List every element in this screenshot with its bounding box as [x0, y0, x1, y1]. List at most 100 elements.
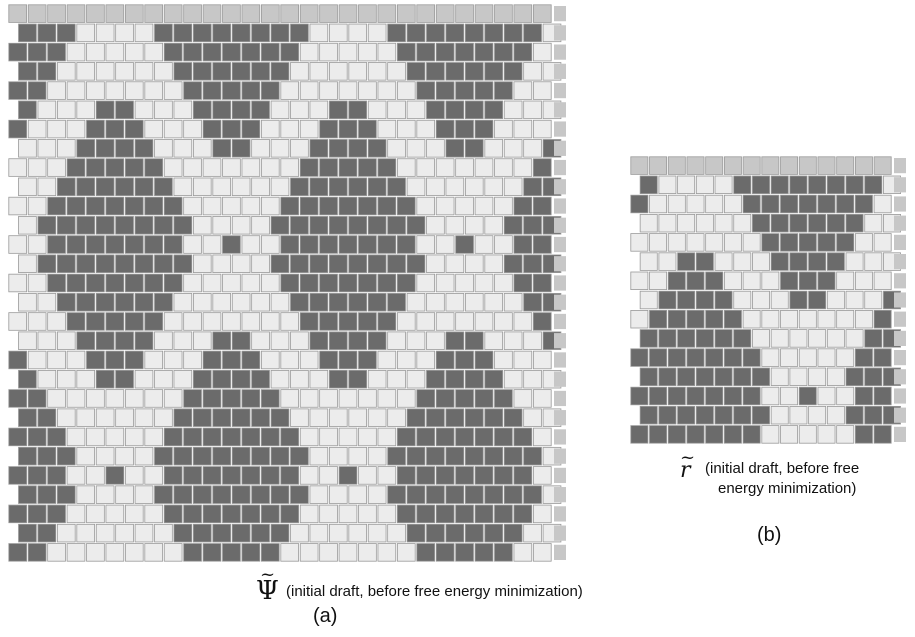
brick-a-brick — [18, 177, 37, 197]
brick-b-brick — [723, 309, 742, 329]
brick-a-brick — [503, 369, 523, 389]
brick-b-brick — [761, 309, 780, 329]
brick-b-brick — [667, 194, 686, 214]
brick-a-brick — [513, 504, 533, 524]
brick-b-brick — [770, 175, 789, 195]
brick-a-brick — [260, 312, 280, 331]
brick-a-brick — [445, 293, 465, 312]
brick-a-brick — [183, 196, 202, 216]
brick-a-brick — [37, 216, 57, 235]
brick-a-brick — [348, 369, 368, 389]
brick-a-brick — [105, 350, 125, 370]
brick-a-brick — [124, 427, 144, 447]
brick-a-brick — [377, 158, 397, 177]
brick-a-brick — [396, 543, 416, 562]
brick-b-brick — [742, 194, 761, 214]
brick-a-brick — [319, 196, 338, 216]
brick-a-brick — [416, 389, 436, 408]
brick-a-brick — [86, 42, 105, 62]
brick-b-brick — [789, 290, 808, 310]
brick-a-brick — [338, 119, 358, 139]
brick-a-brick — [231, 369, 251, 389]
brick-a-brick — [56, 293, 76, 312]
brick-a-brick — [299, 350, 319, 370]
brick-a-brick — [387, 216, 406, 235]
brick-a-brick — [319, 427, 338, 447]
brick-a-brick — [406, 331, 426, 350]
brick-a-edge-marker — [554, 6, 566, 22]
brick-a-brick — [299, 389, 319, 408]
brick-a-brick — [95, 254, 115, 273]
brick-a-brick — [66, 235, 86, 254]
brick-a-brick — [163, 81, 183, 100]
brick-a-brick — [115, 100, 134, 120]
brick-b-edge-marker — [894, 234, 906, 250]
brick-a-brick — [76, 23, 96, 43]
brick-a-brick — [396, 273, 416, 293]
brick-a-brick — [406, 62, 426, 81]
brick-b-brick — [639, 405, 658, 425]
brick-b-brick — [733, 214, 752, 233]
brick-a-edge-marker — [554, 506, 566, 522]
brick-a-brick — [241, 389, 261, 408]
brick-a-brick — [523, 254, 542, 273]
brick-b-brick — [723, 156, 742, 175]
brick-b-brick — [714, 405, 733, 425]
brick-b-brick — [658, 175, 677, 195]
brick-a-brick — [445, 523, 465, 543]
brick-a-brick — [192, 293, 212, 312]
brick-a-edge-marker — [554, 198, 566, 214]
brick-a-brick — [280, 543, 300, 562]
brick-a-brick — [299, 196, 319, 216]
brick-b-brick — [770, 329, 789, 348]
brick-a-brick — [173, 369, 193, 389]
brick-a-brick — [192, 23, 212, 43]
brick-b-brick — [705, 156, 724, 175]
brick-a-brick — [251, 523, 270, 543]
brick-b-brick — [752, 329, 770, 348]
brick-a-brick — [47, 312, 66, 331]
brick-a-brick — [435, 119, 455, 139]
brick-b-brick — [780, 233, 799, 252]
brick-a-brick — [260, 427, 280, 447]
brick-a-brick — [154, 523, 173, 543]
brick-b-brick — [630, 386, 649, 406]
brick-b-brick — [714, 367, 733, 387]
brick-a-brick — [231, 293, 251, 312]
brick-a-brick — [348, 177, 368, 197]
brick-a-brick — [37, 446, 57, 466]
brick-b-brick — [714, 214, 733, 233]
brick-a-brick — [387, 139, 406, 158]
brick-a-brick — [494, 119, 513, 139]
brick-a-brick — [319, 543, 338, 562]
brick-a-brick — [86, 235, 105, 254]
brick-a-brick — [95, 523, 115, 543]
brick-a-brick — [503, 177, 523, 197]
brick-a-brick — [367, 216, 387, 235]
brick-b-edge-marker — [894, 426, 906, 442]
brick-a-brick — [280, 235, 300, 254]
brick-a-brick — [212, 23, 232, 43]
brick-a-brick — [532, 81, 552, 100]
brick-a-brick — [532, 504, 552, 524]
brick-a-brick — [484, 62, 504, 81]
brick-a-brick — [202, 196, 222, 216]
brick-a-brick — [47, 350, 66, 370]
brick-a-brick — [387, 446, 406, 466]
brick-a-brick — [222, 543, 241, 562]
brick-a-brick — [309, 177, 329, 197]
brick-a-brick — [173, 408, 193, 427]
brick-a-brick — [144, 81, 164, 100]
brick-b-brick — [752, 175, 770, 195]
brick-a-brick — [348, 254, 368, 273]
brick-a-brick — [464, 408, 484, 427]
brick-a-brick — [290, 523, 309, 543]
brick-a-brick — [416, 196, 436, 216]
brick-a-brick — [513, 42, 533, 62]
brick-a-edge-marker — [554, 294, 566, 310]
brick-a-brick — [532, 42, 552, 62]
brick-a-brick — [144, 427, 164, 447]
brick-a-brick — [455, 466, 474, 485]
brick-a-brick — [270, 485, 290, 504]
brick-a-brick — [192, 62, 212, 81]
